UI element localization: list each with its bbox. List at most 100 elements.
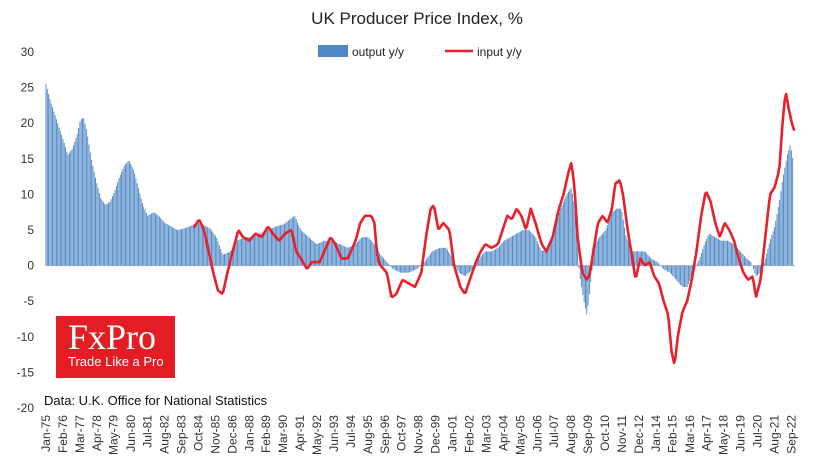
output-bar [539, 247, 541, 266]
output-bar [741, 253, 743, 266]
output-bar [730, 242, 732, 266]
output-bar [518, 232, 520, 266]
output-bar [687, 265, 689, 284]
y-tick-label: -15 [17, 365, 35, 379]
output-bar [356, 242, 358, 266]
output-bar [239, 239, 241, 266]
output-bar [717, 238, 719, 266]
y-tick-label: 20 [21, 116, 35, 130]
output-bar [97, 188, 99, 266]
output-bar [651, 258, 653, 266]
output-bar [543, 250, 545, 266]
output-bar [605, 228, 607, 266]
output-bar [678, 265, 680, 284]
output-bar [238, 239, 240, 266]
output-bar [317, 243, 319, 266]
output-bar [669, 265, 671, 274]
output-bar [247, 237, 249, 266]
output-bar [553, 230, 555, 266]
output-bar [659, 264, 661, 266]
output-bar [270, 228, 272, 266]
output-bar [646, 253, 648, 266]
output-bar [429, 253, 431, 266]
output-bar [552, 233, 554, 266]
x-tick-label: May-79 [107, 415, 121, 455]
output-bar [608, 221, 610, 266]
output-bar [441, 247, 443, 266]
output-bar [343, 246, 345, 266]
output-bar [134, 173, 136, 266]
output-bar [657, 263, 659, 266]
output-bar [244, 237, 246, 266]
output-bar [334, 242, 336, 266]
output-bar [719, 239, 721, 266]
output-bar [418, 265, 420, 268]
output-bar [742, 254, 744, 266]
output-bar [164, 222, 166, 266]
output-bar [132, 168, 134, 266]
output-bar [138, 188, 139, 266]
output-bar [227, 252, 229, 266]
output-bar [664, 265, 666, 270]
output-bar [790, 150, 792, 266]
output-bar [407, 265, 409, 273]
output-bar [492, 250, 494, 266]
output-bar [690, 265, 692, 279]
x-tick-label: Mar-03 [479, 415, 493, 453]
output-bar [360, 237, 362, 266]
output-bar [600, 235, 602, 266]
x-tick-label: May-18 [717, 415, 731, 455]
output-bar [362, 237, 364, 266]
output-bar [578, 265, 580, 268]
output-bar [242, 237, 244, 266]
output-bar [428, 255, 430, 266]
output-bar [316, 244, 318, 266]
output-bar [332, 240, 334, 266]
output-bar [358, 240, 360, 266]
output-bar [53, 111, 55, 266]
output-bar [145, 212, 147, 266]
y-axis: 30 25 20 15 10 5 0 -5 -10 -15 -20 [17, 45, 35, 415]
output-bar [689, 265, 691, 282]
output-bar [221, 252, 223, 266]
output-bar [250, 237, 252, 266]
output-bar [568, 191, 569, 266]
output-bar [125, 164, 126, 266]
output-bar [320, 242, 322, 266]
output-bar [569, 189, 571, 266]
output-bar [386, 262, 388, 266]
output-bar [283, 223, 285, 266]
output-bar [424, 260, 426, 266]
output-bar [57, 123, 59, 266]
output-bar [333, 241, 335, 266]
output-bar [55, 119, 57, 266]
y-tick-label: -10 [17, 330, 35, 344]
output-bar [740, 251, 741, 266]
output-bar [482, 254, 483, 266]
x-tick-label: Feb-02 [462, 415, 476, 453]
x-tick-label: Feb-15 [666, 415, 680, 453]
output-bar [542, 250, 543, 266]
output-bar [618, 208, 620, 266]
output-bar [254, 236, 255, 266]
output-bar [61, 135, 63, 266]
output-bar [725, 240, 727, 266]
output-bar [416, 265, 418, 269]
x-axis: Jan-75 Feb-76 Mar-77 Apr-78 May-79 Jun-80 Jul-… [39, 415, 798, 455]
output-bar [754, 265, 756, 274]
output-bar [196, 223, 198, 266]
output-bar [596, 240, 598, 266]
output-bar [263, 232, 265, 266]
output-bar [157, 215, 159, 266]
output-bar [502, 241, 504, 266]
x-tick-label: Apr-91 [293, 415, 307, 451]
output-bar [595, 242, 597, 266]
output-bar [62, 139, 64, 266]
output-bar [487, 251, 489, 266]
output-bar [613, 210, 615, 266]
output-bar [467, 265, 469, 274]
output-bar [181, 229, 182, 266]
legend: output y/y input y/y [318, 45, 522, 59]
output-bar [624, 227, 626, 266]
output-bar [307, 236, 309, 266]
